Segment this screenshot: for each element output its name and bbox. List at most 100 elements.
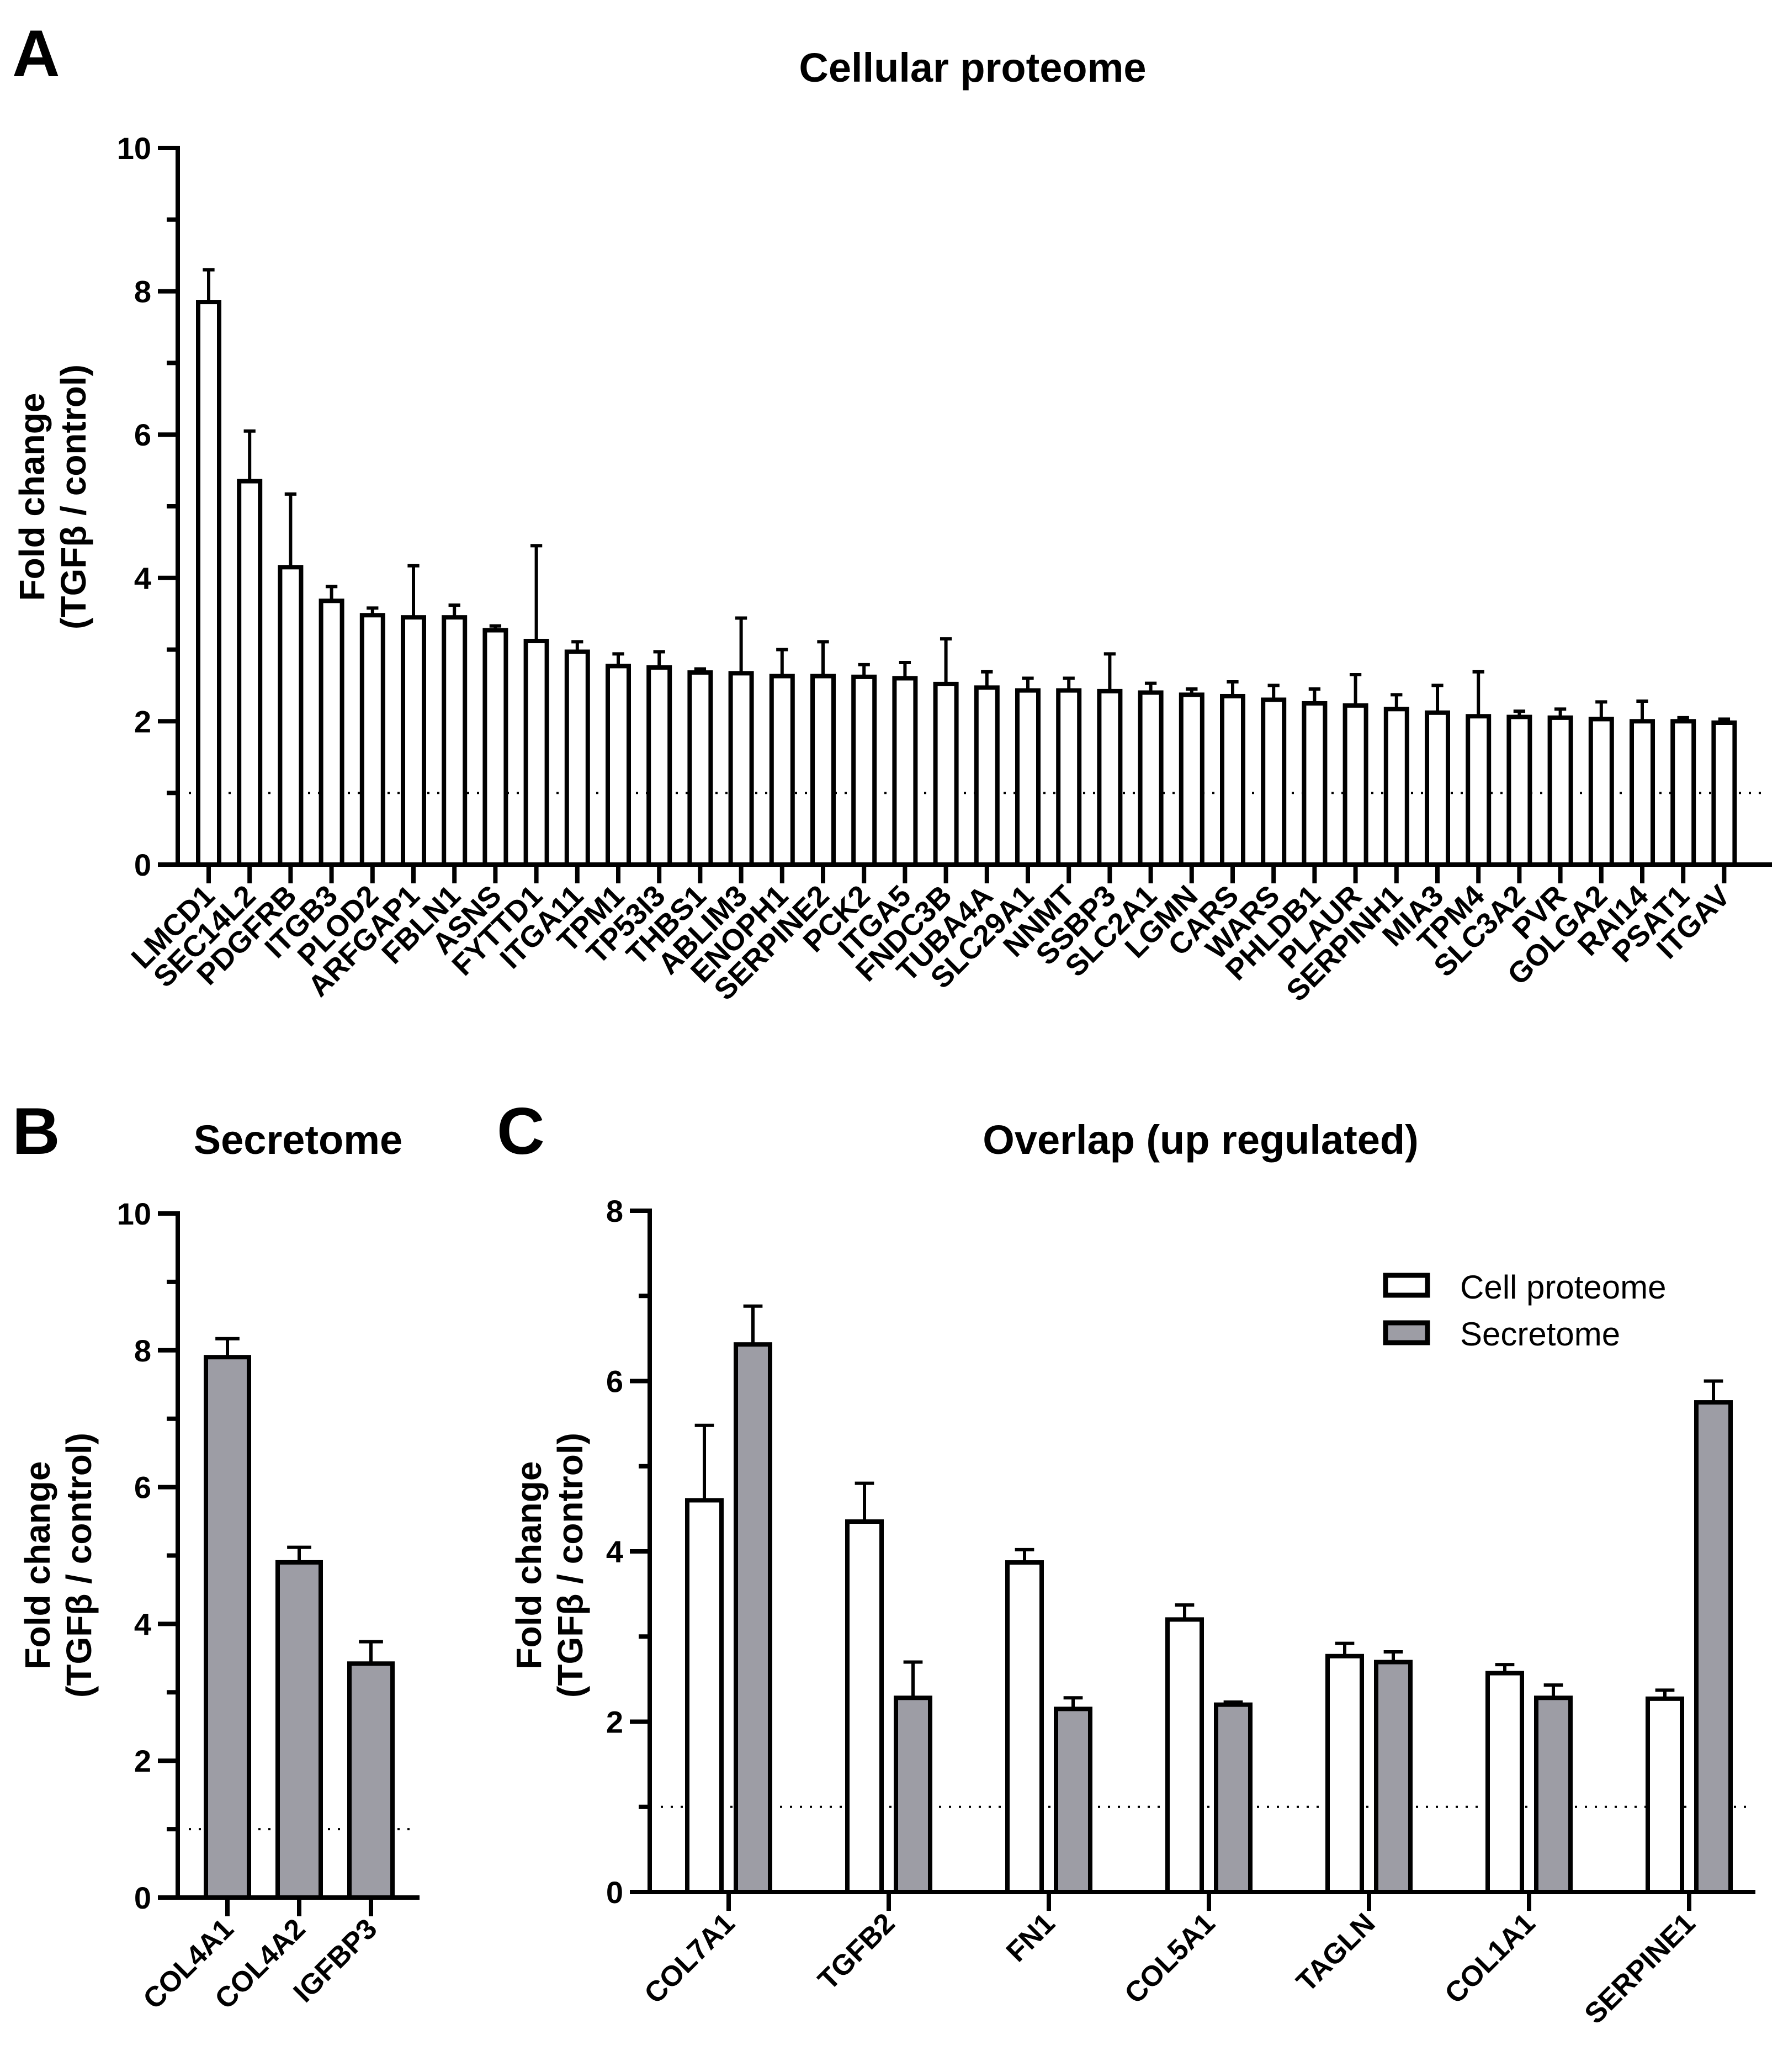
bar-tgfb2-cell-proteome — [845, 1519, 884, 1894]
y-tick-label: 8 — [134, 274, 151, 309]
panel-a-title: Cellular proteome — [799, 45, 1146, 91]
bar-tagln-secretome — [1374, 1660, 1413, 1894]
category-label-tagln: TAGLN — [1291, 1907, 1382, 1998]
bar-slc3a2-cell-proteome — [1506, 714, 1532, 867]
bar-plod2-cell-proteome — [359, 613, 385, 867]
bar-slc2a1-cell-proteome — [1138, 690, 1164, 867]
bar-tagln-cell-proteome — [1325, 1654, 1364, 1895]
category-label-fn1: FN1 — [1000, 1907, 1061, 1968]
panel-b-ylabel-line1: Fold change — [18, 1461, 57, 1670]
panel-a-letter: A — [12, 17, 60, 91]
bar-tpm1-cell-proteome — [606, 664, 631, 867]
bar-col5a1-secretome — [1214, 1702, 1253, 1894]
y-tick-label: 2 — [606, 1705, 623, 1740]
bar-col7a1-secretome — [734, 1342, 772, 1895]
bar-fn1-secretome — [1054, 1707, 1092, 1895]
y-tick-label: 8 — [134, 1333, 151, 1368]
bar-igfbp3-secretome — [347, 1661, 395, 1900]
bar-tp53i3-cell-proteome — [646, 665, 672, 867]
panel-b-ylabel: Fold change (TGFβ / control) — [18, 1433, 99, 1698]
panel-c-ylabel-line2: (TGFβ / control) — [550, 1433, 590, 1698]
category-label-col7a1: COL7A1 — [638, 1907, 741, 2010]
bar-col5a1-cell-proteome — [1165, 1617, 1204, 1894]
bar-rai14-cell-proteome — [1630, 719, 1655, 867]
panel-a-ylabel-line1: Fold change — [12, 393, 52, 601]
bar-col1a1-secretome — [1534, 1695, 1573, 1895]
bar-fbln1-cell-proteome — [442, 615, 468, 867]
y-tick-label: 4 — [606, 1534, 623, 1569]
bar-col4a2-secretome — [275, 1560, 323, 1900]
legend-swatch-secretome — [1383, 1320, 1430, 1345]
bar-phldb1-cell-proteome — [1302, 701, 1328, 867]
category-label-col1a1: COL1A1 — [1439, 1907, 1541, 2010]
bar-pvr-cell-proteome — [1547, 715, 1573, 867]
y-tick-label: 8 — [606, 1194, 623, 1228]
bar-col4a1-secretome — [204, 1355, 251, 1900]
panel-c-legend: Cell proteome Secretome — [1383, 1269, 1667, 1353]
y-tick-label: 0 — [134, 847, 151, 882]
legend-swatch-cell-proteome — [1383, 1273, 1430, 1298]
bar-tgfb2-secretome — [894, 1695, 932, 1895]
bar-itga11-cell-proteome — [564, 649, 590, 867]
bar-pdgfrb-cell-proteome — [278, 565, 304, 867]
panel-c-title: Overlap (up regulated) — [983, 1117, 1418, 1163]
panel-c-letter: C — [497, 1094, 545, 1168]
bar-tuba4a-cell-proteome — [974, 685, 1000, 867]
category-label-serpine1: SERPINE1 — [1579, 1907, 1702, 2030]
bar-slc29a1-cell-proteome — [1015, 688, 1041, 867]
panel-a-ylabel: Fold change (TGFβ / control) — [12, 364, 93, 629]
bar-nnmt-cell-proteome — [1056, 688, 1082, 867]
bar-itgb3-cell-proteome — [319, 598, 344, 867]
bar-lgmn-cell-proteome — [1179, 692, 1204, 867]
bar-ablim3-cell-proteome — [728, 671, 754, 867]
legend-label-cell-proteome: Cell proteome — [1460, 1269, 1667, 1306]
y-tick-label: 2 — [134, 1744, 151, 1778]
bar-tpm4-cell-proteome — [1466, 714, 1492, 867]
y-tick-label: 10 — [117, 131, 151, 166]
bar-psat1-cell-proteome — [1670, 719, 1696, 867]
bar-enoph1-cell-proteome — [769, 674, 795, 867]
bar-mia3-cell-proteome — [1425, 710, 1450, 867]
y-tick-label: 4 — [134, 561, 151, 596]
y-tick-label: 6 — [134, 1470, 151, 1505]
bar-pck2-cell-proteome — [851, 674, 877, 867]
panel-b-title: Secretome — [194, 1117, 402, 1163]
bar-thbs1-cell-proteome — [687, 670, 713, 867]
y-tick-label: 4 — [134, 1607, 151, 1641]
bar-fn1-cell-proteome — [1005, 1560, 1044, 1894]
bar-serpinh1-cell-proteome — [1383, 707, 1409, 867]
bar-ssbp3-cell-proteome — [1097, 688, 1123, 867]
bar-cars-cell-proteome — [1220, 693, 1245, 867]
legend-label-secretome: Secretome — [1460, 1316, 1620, 1353]
bar-itga5-cell-proteome — [892, 676, 918, 867]
bar-col1a1-cell-proteome — [1485, 1671, 1524, 1894]
bar-fndc3b-cell-proteome — [933, 681, 959, 867]
panel-c-ylabel: Fold change (TGFβ / control) — [509, 1433, 590, 1698]
bar-fyttd1-cell-proteome — [523, 639, 549, 867]
y-tick-label: 2 — [134, 704, 151, 739]
bar-lmcd1-cell-proteome — [196, 300, 221, 867]
bar-serpine2-cell-proteome — [810, 674, 836, 867]
bar-arfgap1-cell-proteome — [401, 615, 426, 867]
panel-c-ylabel-line1: Fold change — [509, 1461, 549, 1670]
bar-serpine1-secretome — [1694, 1400, 1733, 1894]
bar-sec14l2-cell-proteome — [237, 479, 263, 867]
panel-b-ylabel-line2: (TGFβ / control) — [59, 1433, 99, 1698]
category-label-col5a1: COL5A1 — [1118, 1907, 1221, 2010]
bar-wars-cell-proteome — [1261, 697, 1287, 867]
panel-a-ylabel-line2: (TGFβ / control) — [54, 364, 93, 629]
bar-serpine1-cell-proteome — [1646, 1696, 1684, 1895]
y-tick-label: 0 — [606, 1875, 623, 1910]
y-tick-label: 0 — [134, 1880, 151, 1915]
bar-asns-cell-proteome — [482, 628, 508, 867]
bar-col7a1-cell-proteome — [685, 1498, 724, 1894]
panel-b-letter: B — [12, 1094, 60, 1168]
y-tick-label: 6 — [606, 1364, 623, 1399]
category-label-tgfb2: TGFB2 — [812, 1907, 901, 1996]
bar-itgav-cell-proteome — [1711, 720, 1737, 867]
bar-golga2-cell-proteome — [1588, 717, 1614, 867]
y-tick-label: 10 — [117, 1196, 151, 1231]
y-tick-label: 6 — [134, 417, 151, 452]
